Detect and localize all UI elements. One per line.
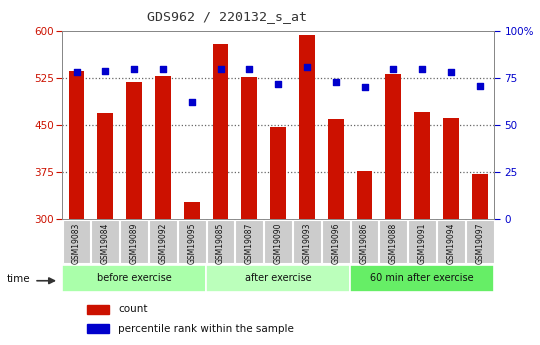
- Text: count: count: [118, 304, 147, 314]
- Bar: [472, 174, 488, 219]
- Text: time: time: [7, 274, 31, 284]
- Bar: [155, 76, 171, 219]
- Text: after exercise: after exercise: [245, 273, 312, 283]
- FancyBboxPatch shape: [350, 265, 494, 292]
- Text: GSM19093: GSM19093: [302, 223, 312, 264]
- Text: GSM19086: GSM19086: [360, 223, 369, 264]
- Text: GSM19094: GSM19094: [447, 223, 455, 264]
- Bar: [414, 112, 430, 219]
- Bar: [69, 70, 84, 219]
- Point: [274, 81, 282, 87]
- Text: GSM19089: GSM19089: [130, 223, 139, 264]
- Bar: [97, 112, 113, 219]
- Bar: [443, 118, 459, 219]
- Bar: [386, 74, 401, 219]
- Point: [475, 83, 484, 88]
- Text: GSM19096: GSM19096: [331, 223, 340, 264]
- Point: [389, 66, 397, 71]
- Bar: [87, 324, 109, 333]
- FancyBboxPatch shape: [206, 265, 350, 292]
- Text: GSM19084: GSM19084: [101, 223, 110, 264]
- FancyBboxPatch shape: [91, 220, 119, 263]
- Point: [245, 66, 254, 71]
- FancyBboxPatch shape: [293, 220, 321, 263]
- FancyBboxPatch shape: [380, 220, 407, 263]
- FancyBboxPatch shape: [408, 220, 436, 263]
- Point: [101, 68, 110, 73]
- Point: [447, 70, 455, 75]
- Bar: [184, 201, 200, 219]
- Text: GSM19091: GSM19091: [417, 223, 427, 264]
- Point: [302, 64, 311, 70]
- FancyBboxPatch shape: [235, 220, 263, 263]
- Point: [360, 85, 369, 90]
- Text: GSM19092: GSM19092: [158, 223, 167, 264]
- Point: [72, 70, 81, 75]
- FancyBboxPatch shape: [178, 220, 206, 263]
- Point: [187, 100, 196, 105]
- Point: [332, 79, 340, 85]
- FancyBboxPatch shape: [149, 220, 177, 263]
- Bar: [241, 77, 257, 219]
- Text: GSM19090: GSM19090: [274, 223, 282, 264]
- Text: GSM19097: GSM19097: [475, 223, 484, 264]
- Text: GSM19088: GSM19088: [389, 223, 398, 264]
- Text: GSM19083: GSM19083: [72, 223, 81, 264]
- Bar: [270, 127, 286, 219]
- FancyBboxPatch shape: [63, 220, 90, 263]
- Bar: [356, 171, 373, 219]
- Point: [216, 66, 225, 71]
- Bar: [328, 119, 343, 219]
- Text: percentile rank within the sample: percentile rank within the sample: [118, 324, 294, 334]
- FancyBboxPatch shape: [437, 220, 465, 263]
- Bar: [213, 43, 228, 219]
- FancyBboxPatch shape: [264, 220, 292, 263]
- Bar: [87, 305, 109, 314]
- FancyBboxPatch shape: [62, 265, 206, 292]
- Text: GSM19095: GSM19095: [187, 223, 196, 264]
- Text: before exercise: before exercise: [97, 273, 172, 283]
- FancyBboxPatch shape: [207, 220, 234, 263]
- Text: 60 min after exercise: 60 min after exercise: [370, 273, 474, 283]
- FancyBboxPatch shape: [322, 220, 349, 263]
- Point: [418, 66, 427, 71]
- Point: [159, 66, 167, 71]
- Text: GSM19085: GSM19085: [216, 223, 225, 264]
- FancyBboxPatch shape: [466, 220, 494, 263]
- Text: GSM19087: GSM19087: [245, 223, 254, 264]
- FancyBboxPatch shape: [350, 220, 379, 263]
- FancyBboxPatch shape: [120, 220, 148, 263]
- Point: [130, 66, 138, 71]
- Bar: [299, 35, 315, 219]
- Bar: [126, 82, 142, 219]
- Text: GDS962 / 220132_s_at: GDS962 / 220132_s_at: [147, 10, 307, 23]
